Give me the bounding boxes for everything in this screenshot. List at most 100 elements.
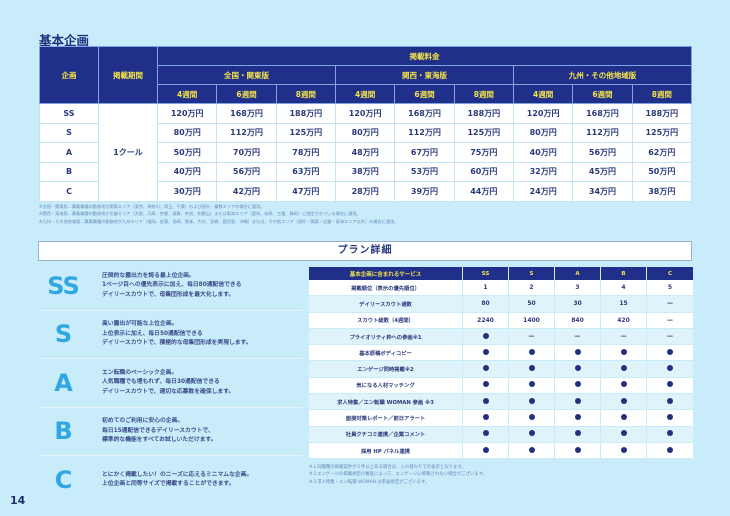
service-cell: 30 xyxy=(555,296,601,313)
service-cell xyxy=(555,394,601,411)
header-week: 6週間 xyxy=(216,84,277,104)
plan-item: A エン転職のベーシック企画。 人気職種でも埋もれず、毎日30通配信できる デイリー… xyxy=(40,359,302,408)
plan-list: SS 圧倒的な露出力を誇る最上位企画。 1ページ目への優先表示に加え、毎日80通配… xyxy=(40,262,302,505)
service-cell xyxy=(463,377,509,395)
service-row: エンゲージ同時掲載※2 xyxy=(309,361,693,378)
note-line: ※全国・関東版…募集職種の勤務地が関東エリア（東京、神奈川、埼玉、千葉）および国… xyxy=(39,204,265,209)
service-cell: 840 xyxy=(555,312,601,329)
service-cell: — xyxy=(647,296,693,313)
plan-cell: C xyxy=(39,181,99,202)
included-dot-icon xyxy=(528,430,535,437)
service-cell xyxy=(601,410,647,427)
service-cell: — xyxy=(601,328,647,346)
note-line: ※関西・東海版…募集職種の勤務地が近畿エリア（大阪、兵庫、京都、滋賀、奈良、和歌… xyxy=(39,211,361,217)
plan-item: C とにかく掲載したい！のニーズに応えるミニマムな企画。 上位企画と同等サイズで掲… xyxy=(40,456,302,505)
price-cell: 112万円 xyxy=(394,122,455,143)
service-cell xyxy=(463,410,509,427)
included-dot-icon xyxy=(482,381,489,388)
plan-desc-line: 初めてのご利用に安心の企画。 xyxy=(102,418,184,424)
header-week: 8週間 xyxy=(453,84,514,104)
service-cell: 1 xyxy=(463,280,509,297)
price-cell: 112万円 xyxy=(216,122,277,143)
header-week: 6週間 xyxy=(394,84,455,104)
service-cell xyxy=(647,394,693,411)
included-dot-icon xyxy=(620,348,627,355)
service-cell xyxy=(601,426,647,443)
price-row: S 80万円 112万円 125万円 80万円 112万円 125万円 80万円 112万円 12… xyxy=(39,122,693,143)
service-notes: ※１同職種の掲載案件が６件以上ある場合は、入れ替わりでの表示となります。 ※２エ… xyxy=(309,464,487,486)
service-cell xyxy=(555,442,601,460)
included-dot-icon xyxy=(667,446,673,453)
price-cell: 125万円 xyxy=(453,122,514,143)
header-week: 4週間 xyxy=(156,84,218,104)
price-cell: 62万円 xyxy=(631,142,693,163)
plan-cell: B xyxy=(39,161,99,182)
plan-desc-line: 圧倒的な露出力を誇る最上位企画。 xyxy=(102,272,195,279)
price-cell: 75万円 xyxy=(453,142,514,163)
header-region-national: 全国・関東版 xyxy=(157,65,336,85)
price-row: C 30万円 42万円 47万円 28万円 39万円 44万円 24万円 34万円 38万円 xyxy=(39,181,693,202)
price-cell: 80万円 xyxy=(512,122,574,143)
service-label: プライオリティ枠への参画※1 xyxy=(309,328,463,346)
plan-desc-line: 毎日15通配信できるデイリースカウトで、 xyxy=(102,427,214,434)
service-label: 基本原稿ボディコピー xyxy=(309,345,463,362)
service-label: エンゲージ同時掲載※2 xyxy=(309,361,463,378)
plan-desc-line: デイリースカウトで、母集団形成を最大化します。 xyxy=(102,291,235,298)
price-cell: 120万円 xyxy=(512,103,574,124)
price-cell: 38万円 xyxy=(631,181,693,202)
service-table: 基本企画に含まれるサービス SS S A B C 掲載順位（表示の優先順位） 1 2… xyxy=(309,267,693,460)
service-cell: 4 xyxy=(601,280,647,297)
plan-letter: SS xyxy=(47,271,80,300)
price-cell: 32万円 xyxy=(512,161,574,182)
included-dot-icon xyxy=(482,348,489,355)
included-dot-icon xyxy=(667,348,673,355)
included-dot-icon xyxy=(482,397,489,404)
service-cell: 420 xyxy=(601,312,647,329)
price-cell: 70万円 xyxy=(216,142,277,163)
plan-desc-line: デイリースカウトで、適切な応募数を確保します。 xyxy=(102,388,235,395)
svc-header-s: S xyxy=(509,267,555,280)
header-week: 8週間 xyxy=(631,84,693,104)
service-cell xyxy=(463,442,509,460)
header-plan: 企画 xyxy=(39,46,99,104)
pricing-table: 企画 掲載期間 掲載料金 全国・関東版 関西・東海版 九州・その他地域版 4週間… xyxy=(39,46,693,202)
service-label: 気になる人材マッチング xyxy=(309,377,463,395)
price-cell: 168万円 xyxy=(216,103,277,124)
svc-header-b: B xyxy=(601,267,647,280)
service-cell xyxy=(463,394,509,411)
service-label: 面接対策レポート／前日アラート xyxy=(309,410,463,427)
price-cell: 120万円 xyxy=(334,103,396,124)
plan-letter: S xyxy=(54,320,72,349)
service-cell: — xyxy=(555,328,601,346)
price-cell: 188万円 xyxy=(275,103,336,124)
service-cell xyxy=(601,345,647,362)
included-dot-icon xyxy=(574,430,581,437)
plan-cell: SS xyxy=(39,103,99,124)
service-label: 求人特集／エン転職 WOMAN 参画 ※3 xyxy=(309,394,463,411)
service-label: 掲載順位（表示の優先順位） xyxy=(309,280,463,297)
plan-description: とにかく掲載したい！のニーズに応えるミニマムな企画。 上位企画と同等サイズで掲載す… xyxy=(102,471,252,490)
service-cell xyxy=(555,361,601,378)
plan-desc-line: 上位表示に加え、毎日50通配信できる xyxy=(102,330,203,337)
note-line: ※１同職種の掲載案件が６件以上ある場合は、入れ替わりでの表示となります。 xyxy=(309,465,466,470)
service-cell xyxy=(647,442,693,460)
header-region-kyushu: 九州・その他地域版 xyxy=(512,65,693,85)
section-title: 基本企画 xyxy=(39,33,90,48)
header-period: 掲載期間 xyxy=(98,46,158,104)
header-week: 8週間 xyxy=(275,84,336,104)
header-week: 4週間 xyxy=(334,84,396,104)
service-row: 求人特集／エン転職 WOMAN 参画 ※3 xyxy=(309,394,693,411)
plan-detail-title: プラン詳細 xyxy=(38,241,692,261)
plan-desc-line: デイリースカウトで、積極的な母集団形成を実現します。 xyxy=(102,340,252,346)
period-cell: 1クール xyxy=(98,103,158,202)
included-dot-icon xyxy=(574,348,581,355)
service-cell xyxy=(647,345,693,362)
service-cell: 1400 xyxy=(509,312,555,329)
price-cell: 45万円 xyxy=(572,161,633,182)
included-dot-icon xyxy=(528,414,535,421)
price-cell: 50万円 xyxy=(156,142,218,163)
price-cell: 50万円 xyxy=(631,161,693,182)
service-cell xyxy=(555,345,601,362)
price-cell: 56万円 xyxy=(572,142,633,163)
service-label: デイリースカウト通数 xyxy=(309,296,463,313)
